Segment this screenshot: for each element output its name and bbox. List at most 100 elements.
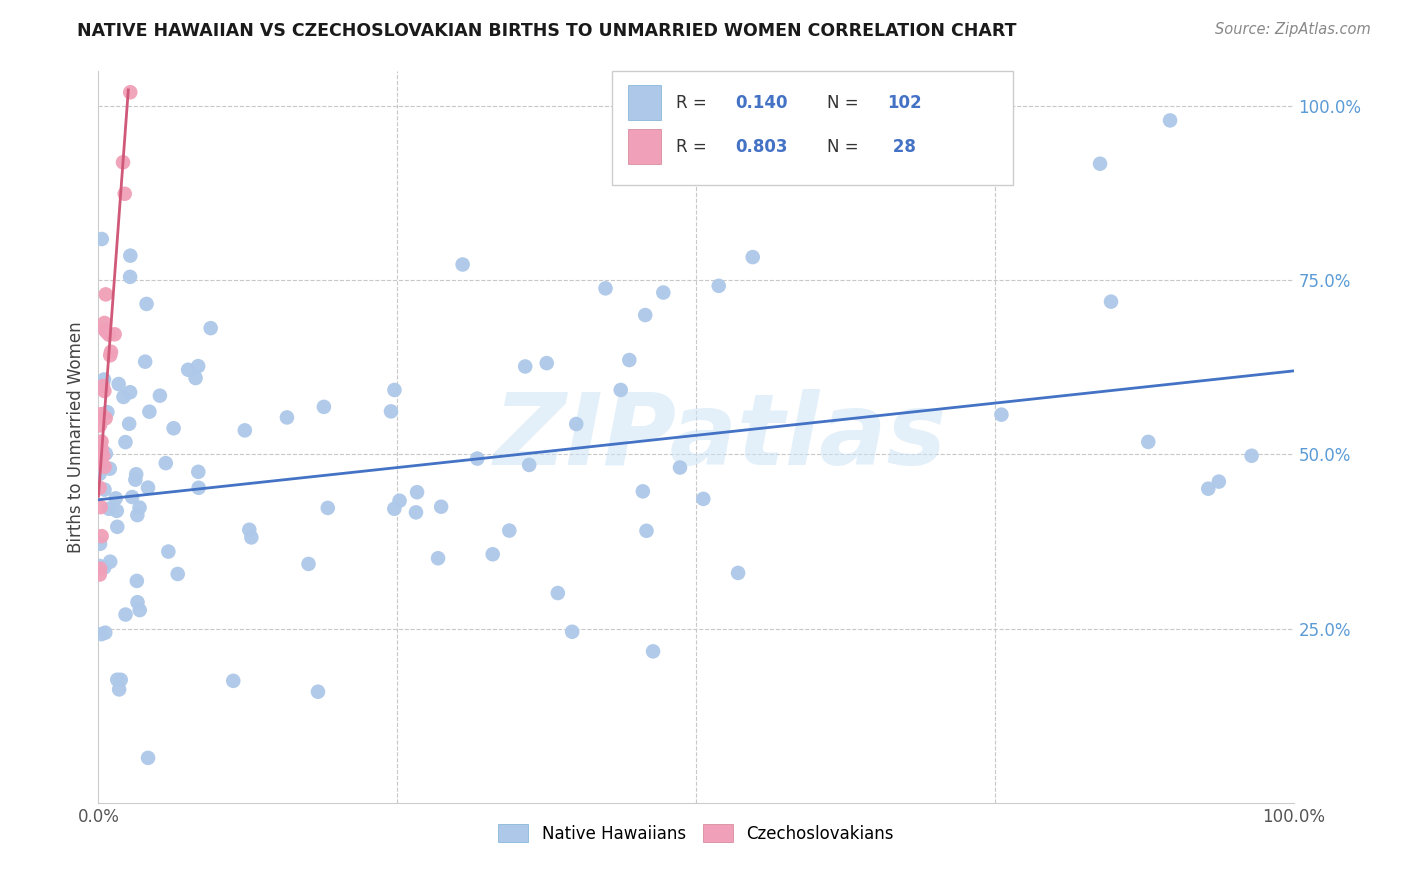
Point (89, 438, 111, 452)
Point (90, 232, 112, 246)
Point (1197, 482, 1219, 496)
Point (112, 390, 135, 404)
Point (451, 258, 474, 272)
Point (515, 359, 537, 374)
Point (1137, 434, 1160, 449)
Point (94, 411, 117, 425)
FancyBboxPatch shape (613, 71, 1012, 185)
Point (1159, 113, 1181, 128)
Point (110, 673, 132, 687)
Point (619, 353, 641, 368)
Point (707, 278, 730, 293)
Point (307, 684, 329, 698)
Point (128, 603, 150, 617)
Point (120, 85, 142, 99)
Point (93, 316, 115, 330)
Point (430, 500, 453, 514)
Point (641, 644, 664, 658)
Point (134, 354, 156, 368)
Point (517, 458, 540, 472)
Point (561, 624, 583, 639)
Point (108, 682, 131, 697)
Point (93, 384, 115, 398)
Point (90, 500, 112, 515)
Point (388, 493, 411, 508)
Point (1208, 475, 1230, 489)
Point (120, 249, 142, 263)
Point (481, 547, 503, 561)
Point (93, 560, 115, 574)
Point (89, 567, 111, 582)
Point (96, 405, 118, 419)
Point (90, 434, 112, 449)
Point (380, 404, 402, 418)
Point (114, 435, 136, 450)
Point (89, 481, 111, 495)
Point (863, 162, 886, 177)
Point (118, 417, 141, 431)
Point (128, 500, 150, 515)
Point (427, 551, 450, 566)
Point (162, 421, 184, 435)
Point (692, 491, 714, 506)
Point (89, 467, 111, 481)
Point (669, 460, 692, 475)
Point (94, 287, 117, 301)
Point (187, 359, 209, 373)
Bar (628, 129, 661, 164)
Point (187, 481, 209, 495)
Text: ZIPatlas: ZIPatlas (494, 389, 946, 485)
Point (91, 449, 114, 463)
Legend: Native Hawaiians, Czechoslovakians: Native Hawaiians, Czechoslovakians (492, 818, 900, 849)
Point (127, 508, 149, 522)
Point (111, 155, 134, 169)
Point (187, 465, 209, 479)
Point (114, 186, 136, 201)
Point (90, 455, 112, 469)
Point (98, 461, 121, 475)
Point (107, 377, 129, 392)
Point (565, 417, 588, 431)
Point (121, 490, 143, 504)
Point (741, 250, 763, 264)
Point (297, 557, 319, 571)
Point (96, 325, 118, 339)
Point (89, 559, 111, 574)
Point (120, 385, 142, 400)
Point (155, 456, 177, 470)
Point (631, 484, 654, 499)
Text: Source: ZipAtlas.com: Source: ZipAtlas.com (1215, 22, 1371, 37)
Point (94, 447, 117, 461)
Point (547, 586, 569, 600)
Point (177, 363, 200, 377)
Point (98, 348, 121, 362)
Point (104, 491, 127, 506)
Point (405, 505, 427, 519)
Point (149, 389, 172, 403)
Point (91, 379, 114, 393)
Point (184, 371, 207, 385)
Point (90, 529, 112, 543)
Point (89, 449, 111, 463)
Point (990, 408, 1012, 422)
Point (90, 627, 112, 641)
Point (98, 501, 121, 516)
Point (93, 459, 115, 474)
Point (636, 524, 658, 538)
Point (727, 566, 749, 580)
Point (465, 451, 488, 466)
Point (1240, 449, 1263, 463)
Point (536, 356, 558, 370)
Point (498, 524, 520, 538)
Point (89, 561, 111, 575)
Point (136, 751, 159, 765)
Point (157, 544, 180, 558)
Point (125, 574, 148, 588)
Point (166, 566, 188, 581)
Text: 0.803: 0.803 (735, 137, 787, 156)
Point (222, 673, 245, 688)
Point (89, 418, 111, 433)
Point (127, 595, 149, 609)
Text: N =: N = (827, 94, 865, 112)
Point (200, 321, 222, 335)
